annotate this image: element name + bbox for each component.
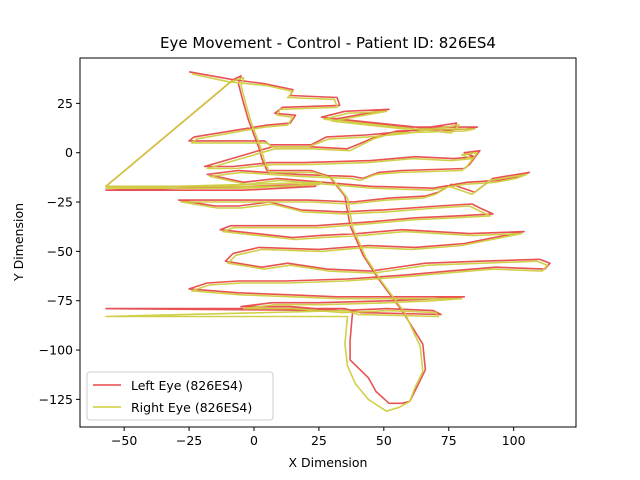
x-tick-label: −50 [111,433,137,448]
y-axis: 25 0 −25 −50 −75 −100 −125 [39,96,80,407]
x-axis: −50 −25 0 25 50 75 100 [111,427,526,448]
legend: Left Eye (826ES4) Right Eye (826ES4) [86,371,274,421]
legend-label-left-eye: Left Eye (826ES4) [131,378,243,393]
x-tick-label: 0 [250,433,258,448]
y-axis-label: Y Dimension [11,203,26,282]
chart-title: Eye Movement - Control - Patient ID: 826… [160,34,496,52]
series-layer [105,71,551,413]
x-tick-label: 100 [502,433,526,448]
x-tick-label: 50 [376,433,392,448]
x-tick-label: −25 [176,433,202,448]
y-tick-label: −75 [47,293,73,308]
y-tick-label: 0 [65,145,73,160]
x-tick-label: 25 [311,433,327,448]
y-tick-label: 25 [57,96,73,111]
y-tick-label: −25 [47,195,73,210]
y-tick-label: −100 [39,343,73,358]
x-axis-label: X Dimension [289,455,368,470]
x-tick-label: 75 [441,433,457,448]
legend-box [86,371,274,421]
legend-label-right-eye: Right Eye (826ES4) [131,400,252,415]
plot-frame [79,57,577,428]
series-line-right-eye [105,73,549,413]
y-tick-label: −125 [39,392,73,407]
series-line-left-eye [105,71,551,405]
y-tick-label: −50 [47,244,73,259]
